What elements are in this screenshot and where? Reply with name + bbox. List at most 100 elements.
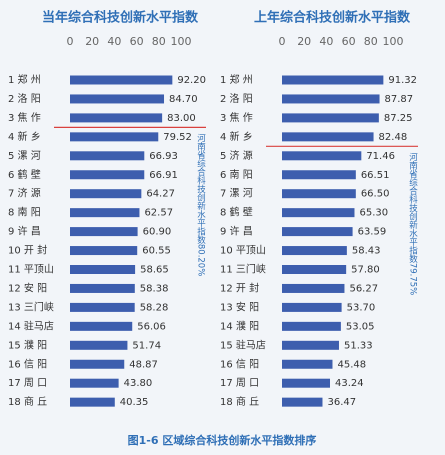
category-label: 14 驻马店 <box>8 319 54 332</box>
value-label: 40.35 <box>120 397 149 408</box>
bar <box>282 359 333 369</box>
value-label: 51.74 <box>132 340 161 351</box>
value-label: 63.59 <box>358 227 387 238</box>
bar <box>70 302 135 312</box>
value-label: 66.50 <box>361 189 390 200</box>
category-label: 8 南 阳 <box>8 206 41 219</box>
bar <box>70 378 119 388</box>
value-label: 65.30 <box>359 208 388 219</box>
category-label: 15 驻马店 <box>220 338 266 351</box>
value-label: 84.70 <box>169 94 198 105</box>
x-tick-label: 80 <box>152 35 166 48</box>
category-label: 9 许 昌 <box>8 226 41 238</box>
x-tick-label: 60 <box>130 35 144 48</box>
x-tick-label: 20 <box>297 35 311 48</box>
value-label: 92.20 <box>177 75 206 86</box>
bar <box>70 113 163 123</box>
bar <box>70 397 115 407</box>
bar <box>282 208 355 218</box>
bar <box>282 113 379 123</box>
category-label: 2 洛 阳 <box>220 92 253 105</box>
value-label: 58.28 <box>140 302 169 313</box>
x-tick-label: 40 <box>319 35 333 48</box>
value-label: 48.87 <box>129 359 158 370</box>
category-label: 15 濮 阳 <box>8 338 47 351</box>
value-label: 56.06 <box>137 321 166 332</box>
value-label: 87.87 <box>385 94 414 105</box>
value-label: 51.33 <box>344 340 373 351</box>
x-tick-label: 100 <box>171 35 192 48</box>
category-label: 3 焦 作 <box>220 111 253 124</box>
category-label: 13 三门峡 <box>8 300 54 313</box>
bar <box>70 227 138 237</box>
category-label: 12 安 阳 <box>8 281 47 294</box>
value-label: 45.48 <box>337 359 366 370</box>
reference-label: 河南省综合科技创新水平指数80.20% <box>196 133 206 276</box>
bar <box>282 227 353 237</box>
category-label: 13 安 阳 <box>220 300 259 313</box>
bar <box>70 94 165 104</box>
category-label: 7 济 源 <box>8 187 41 200</box>
value-label: 36.47 <box>327 397 356 408</box>
category-label: 12 开 封 <box>220 281 259 294</box>
category-label: 5 济 源 <box>220 149 253 162</box>
bar <box>282 75 384 85</box>
category-label: 1 郑 州 <box>220 73 253 86</box>
value-label: 58.65 <box>140 265 169 276</box>
bar <box>70 208 140 218</box>
category-label: 6 鹤 壁 <box>8 168 41 181</box>
category-label: 2 洛 阳 <box>8 92 41 105</box>
bar <box>70 283 135 293</box>
value-label: 60.55 <box>142 246 171 257</box>
x-tick-label: 0 <box>279 35 286 48</box>
caption: 图1-6 区域综合科技创新水平指数排序 <box>128 433 317 447</box>
bar <box>282 265 347 274</box>
value-label: 53.70 <box>347 302 376 313</box>
x-tick-label: 20 <box>85 35 99 48</box>
reference-label: 河南省综合科技创新水平指数79.75% <box>408 152 418 295</box>
value-label: 79.52 <box>163 132 192 143</box>
category-label: 18 商 丘 <box>8 395 47 408</box>
bar <box>70 321 133 331</box>
category-label: 8 鹤 壁 <box>220 206 253 219</box>
value-label: 71.46 <box>366 151 395 162</box>
value-label: 82.48 <box>379 132 408 143</box>
bar <box>282 94 380 104</box>
bar <box>282 302 342 312</box>
category-label: 5 漯 河 <box>8 150 41 162</box>
bar <box>282 246 347 256</box>
category-label: 16 信 阳 <box>220 358 259 370</box>
x-tick-label: 40 <box>107 35 121 48</box>
bar <box>282 321 341 331</box>
category-label: 17 周 口 <box>8 377 47 389</box>
category-label: 18 商 丘 <box>220 395 259 408</box>
bar <box>70 170 145 180</box>
x-tick-label: 0 <box>67 35 74 48</box>
category-label: 17 周 口 <box>220 377 259 389</box>
bar <box>282 397 323 407</box>
category-label: 9 许 昌 <box>220 226 253 238</box>
bar <box>70 359 125 369</box>
value-label: 62.57 <box>144 208 173 219</box>
bar <box>70 246 138 256</box>
category-label: 7 漯 河 <box>220 188 253 200</box>
bar <box>282 378 330 388</box>
category-label: 4 新 乡 <box>8 130 41 143</box>
bar <box>282 283 345 293</box>
chart-title: 上年综合科技创新水平指数 <box>254 10 411 26</box>
category-label: 14 濮 阳 <box>220 319 259 332</box>
bar <box>70 340 128 350</box>
bar <box>70 75 173 85</box>
category-label: 3 焦 作 <box>8 111 41 124</box>
value-label: 66.91 <box>149 170 178 181</box>
bar <box>282 151 362 161</box>
bar <box>282 340 339 350</box>
value-label: 43.80 <box>124 378 153 389</box>
bar <box>282 132 374 142</box>
x-tick-label: 100 <box>383 35 404 48</box>
value-label: 66.51 <box>361 170 390 181</box>
bar <box>70 189 142 199</box>
value-label: 53.05 <box>346 321 375 332</box>
value-label: 57.80 <box>351 265 380 276</box>
